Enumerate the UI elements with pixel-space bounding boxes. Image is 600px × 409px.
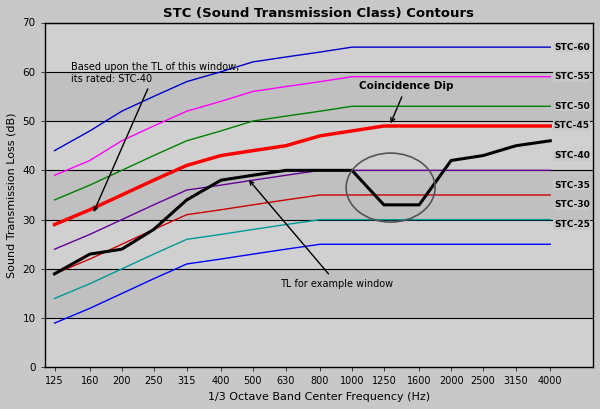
Bar [44, 22, 593, 72]
Bar [44, 72, 593, 121]
Text: Based upon the TL of this window,
its rated: STC-40: Based upon the TL of this window, its ra… [71, 62, 239, 211]
Bar [44, 170, 593, 220]
Text: TL for example window: TL for example window [250, 181, 394, 289]
Bar [44, 318, 593, 367]
Text: STC-40: STC-40 [554, 151, 590, 160]
Bar [44, 220, 593, 269]
Title: STC (Sound Transmission Class) Contours: STC (Sound Transmission Class) Contours [163, 7, 475, 20]
Text: STC-50: STC-50 [554, 102, 590, 111]
Text: Coincidence Dip: Coincidence Dip [359, 81, 454, 122]
Y-axis label: Sound Transmission Loss (dB): Sound Transmission Loss (dB) [7, 112, 17, 278]
Text: STC-45: STC-45 [554, 121, 590, 130]
Text: STC-25: STC-25 [554, 220, 590, 229]
Bar [44, 121, 593, 170]
X-axis label: 1/3 Octave Band Center Frequency (Hz): 1/3 Octave Band Center Frequency (Hz) [208, 392, 430, 402]
Text: STC-30: STC-30 [554, 200, 590, 209]
Bar [44, 269, 593, 318]
Text: STC-55: STC-55 [554, 72, 590, 81]
Text: STC-60: STC-60 [554, 43, 590, 52]
Text: STC-35: STC-35 [554, 181, 590, 190]
